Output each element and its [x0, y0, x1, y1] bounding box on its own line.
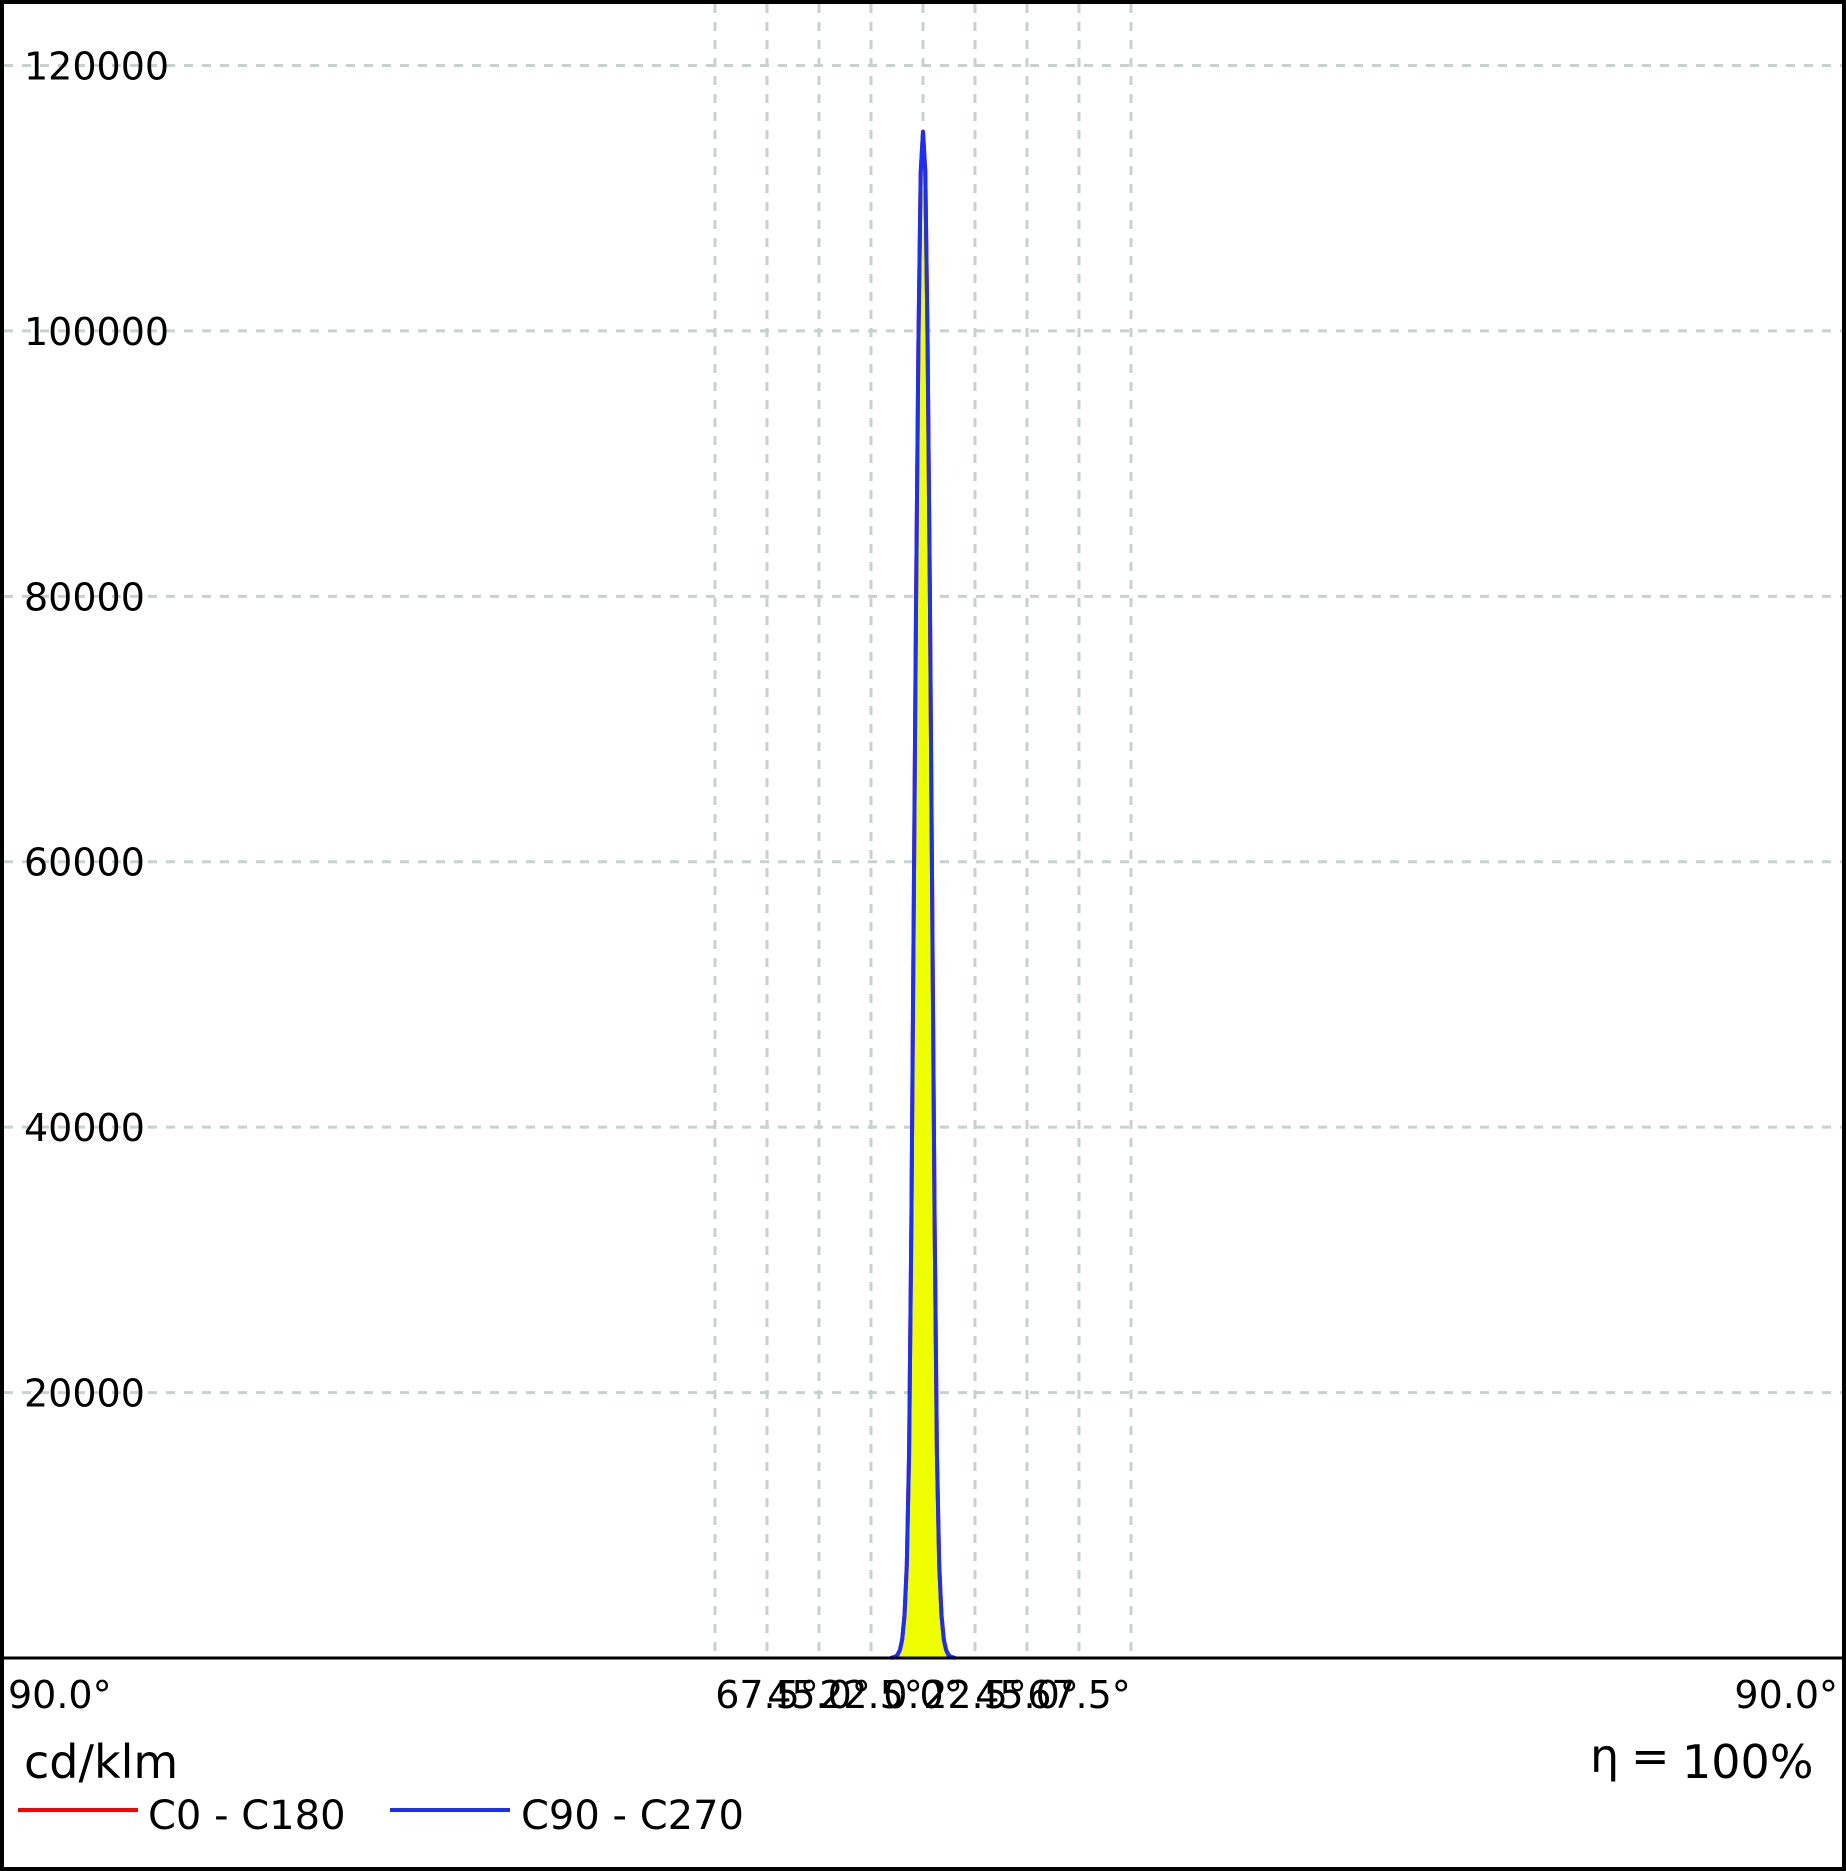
series-layer — [890, 129, 956, 1660]
intensity-fill-area — [890, 131, 956, 1658]
x-tick-label: 22.5° — [923, 1673, 1027, 1717]
x-tick-labels: 90.0° 67.5°45.0°22.5°0.0°22.5°45.0°67.5° 9… — [8, 1673, 1838, 1717]
x-tick-label: 67.5° — [715, 1673, 819, 1717]
efficiency-equals: = — [1631, 1729, 1670, 1783]
efficiency-symbol: η — [1590, 1729, 1619, 1783]
y-tick-label: 120000 — [24, 44, 169, 88]
x-tick-label: 67.5° — [1027, 1673, 1131, 1717]
series-line-c90-c270 — [890, 129, 956, 1660]
x-tick-label: 45.0° — [975, 1673, 1079, 1717]
x-tick-label: 90.0° — [8, 1673, 112, 1717]
x-tick-label: 0.0° — [883, 1673, 962, 1717]
legend-label-c0-c180: C0 - C180 — [148, 1793, 346, 1839]
y-tick-label: 60000 — [24, 841, 145, 885]
y-tick-labels: 120000 100000 80000 60000 40000 20000 — [24, 44, 169, 1415]
legend-label-c90-c270: C90 - C270 — [521, 1793, 744, 1839]
y-tick-label: 80000 — [24, 575, 145, 619]
x-tick-label: 90.0° — [1734, 1673, 1838, 1717]
legend: C0 - C180 C90 - C270 — [18, 1793, 744, 1839]
y-tick-label: 100000 — [24, 310, 169, 354]
fill-layer — [890, 131, 956, 1658]
x-tick-label: 22.5° — [819, 1673, 923, 1717]
efficiency-value: 100% — [1682, 1735, 1814, 1789]
unit-label: cd/klm — [24, 1735, 178, 1789]
y-tick-label: 40000 — [24, 1106, 145, 1150]
y-tick-label: 20000 — [24, 1372, 145, 1416]
x-tick-label: 45.0° — [767, 1673, 871, 1717]
